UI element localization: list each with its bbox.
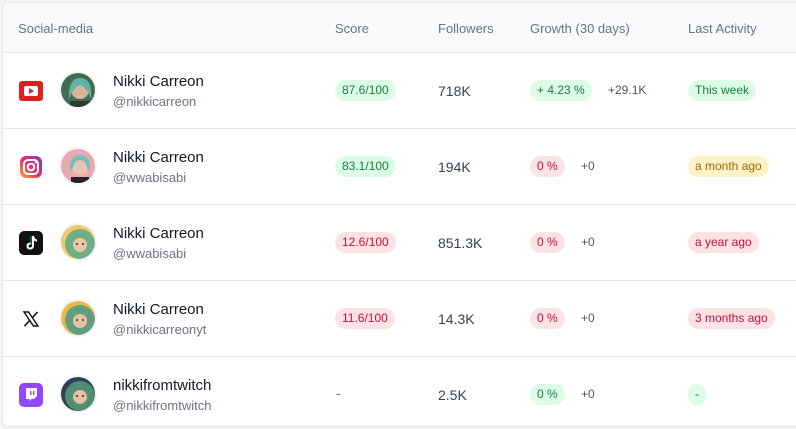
- growth-absolute: +0: [581, 235, 595, 249]
- growth-percent-badge: 0 %: [530, 308, 565, 329]
- followers-count: 2.5K: [438, 387, 467, 403]
- creator-handle: @nikkifromtwitch: [113, 398, 212, 413]
- creator-name[interactable]: Nikki Carreon: [113, 149, 204, 166]
- creator-name[interactable]: Nikki Carreon: [113, 225, 204, 242]
- last-activity-badge: a month ago: [688, 156, 769, 177]
- followers-count: 14.3K: [438, 311, 475, 327]
- avatar[interactable]: [59, 375, 97, 413]
- header-growth: Growth (30 days): [530, 21, 630, 36]
- followers-count: 851.3K: [438, 235, 483, 251]
- table-row[interactable]: nikkifromtwitch @nikkifromtwitch - 2.5K …: [3, 357, 796, 426]
- score-badge: 11.6/100: [335, 308, 395, 329]
- score-badge: 87.6/100: [335, 80, 396, 101]
- growth-absolute: +0: [581, 311, 595, 325]
- growth-absolute: +0: [581, 387, 595, 401]
- creator-name[interactable]: Nikki Carreon: [113, 301, 204, 318]
- followers-count: 194K: [438, 159, 471, 175]
- avatar[interactable]: [59, 299, 97, 337]
- score-empty: -: [336, 385, 341, 401]
- instagram-icon: [20, 156, 42, 178]
- growth-percent-badge: + 4.23 %: [530, 80, 592, 101]
- avatar[interactable]: [59, 147, 97, 185]
- last-activity-badge: This week: [688, 80, 757, 101]
- youtube-icon: [19, 81, 43, 101]
- creator-name[interactable]: nikkifromtwitch: [113, 377, 212, 394]
- tiktok-icon: [19, 231, 43, 255]
- growth-absolute: +0: [581, 159, 595, 173]
- header-last-activity: Last Activity: [688, 21, 757, 36]
- twitch-icon: [19, 383, 43, 407]
- creator-handle: @nikkicarreonyt: [113, 322, 207, 337]
- last-activity-badge: a year ago: [688, 232, 759, 253]
- growth-percent-badge: 0 %: [530, 232, 565, 253]
- score-badge: 12.6/100: [335, 232, 396, 253]
- table-row[interactable]: Nikki Carreon @wwabisabi 83.1/100 194K 0…: [3, 129, 796, 205]
- avatar[interactable]: [59, 71, 97, 109]
- header-social-media: Social-media: [18, 21, 94, 36]
- creator-handle: @wwabisabi: [113, 170, 187, 185]
- header-followers: Followers: [438, 21, 494, 36]
- score-badge: 83.1/100: [335, 156, 396, 177]
- growth-absolute: +29.1K: [608, 83, 647, 97]
- table-header: Social-media Score Followers Growth (30 …: [3, 3, 796, 53]
- table-row[interactable]: Nikki Carreon @nikkicarreonyt 11.6/100 1…: [3, 281, 796, 357]
- avatar[interactable]: [59, 223, 97, 261]
- header-score: Score: [335, 21, 369, 36]
- last-activity-badge: 3 months ago: [688, 308, 775, 329]
- creator-handle: @wwabisabi: [113, 246, 187, 261]
- x-icon: [19, 307, 43, 331]
- creator-handle: @nikkicarreon: [113, 94, 197, 109]
- growth-percent-badge: 0 %: [530, 384, 565, 405]
- table-row[interactable]: Nikki Carreon @nikkicarreon 87.6/100 718…: [3, 53, 796, 129]
- followers-count: 718K: [438, 83, 471, 99]
- table-row[interactable]: Nikki Carreon @wwabisabi 12.6/100 851.3K…: [3, 205, 796, 281]
- growth-percent-badge: 0 %: [530, 156, 565, 177]
- creator-name[interactable]: Nikki Carreon: [113, 73, 204, 90]
- last-activity-badge: -: [688, 384, 706, 405]
